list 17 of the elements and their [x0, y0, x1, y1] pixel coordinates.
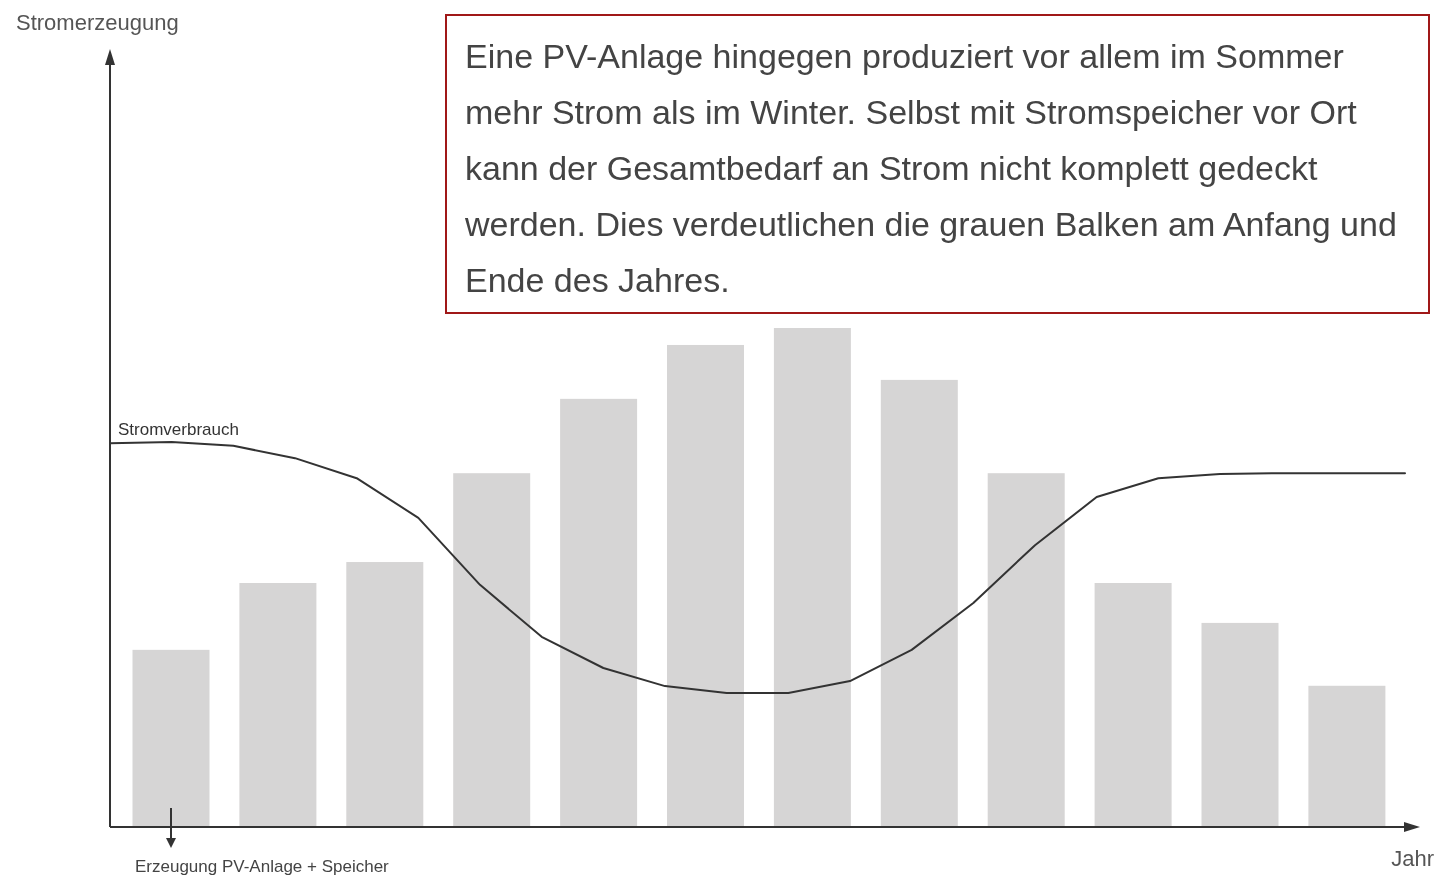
bar — [667, 344, 744, 827]
text: Stromerzeugung — [16, 10, 179, 35]
x-axis-title: Jahr — [1391, 846, 1434, 871]
bar — [346, 562, 424, 827]
bar — [1201, 622, 1279, 827]
text-box: Eine PV-Anlage hingegen produziert vor allem im Sommer mehr Strom als im Winter. Selbst mit Stromspeicher vor Ort kann der Gesamtbedarf an Strom nicht komplett gedeckt werden. Dies verdeutlichen die grauen Balken am Anfang und Ende des Jahres. — [445, 14, 1430, 314]
bar — [239, 582, 317, 827]
bar — [987, 473, 1065, 827]
bar — [560, 398, 638, 827]
bar — [453, 473, 531, 827]
bar — [1094, 582, 1172, 827]
bar — [132, 649, 210, 827]
series-label: Stromverbrauch — [118, 420, 239, 440]
text: Erzeugung PV-Anlage + Speicher — [135, 857, 390, 876]
bar — [1308, 685, 1386, 827]
bar — [880, 379, 958, 827]
bar — [773, 328, 851, 827]
